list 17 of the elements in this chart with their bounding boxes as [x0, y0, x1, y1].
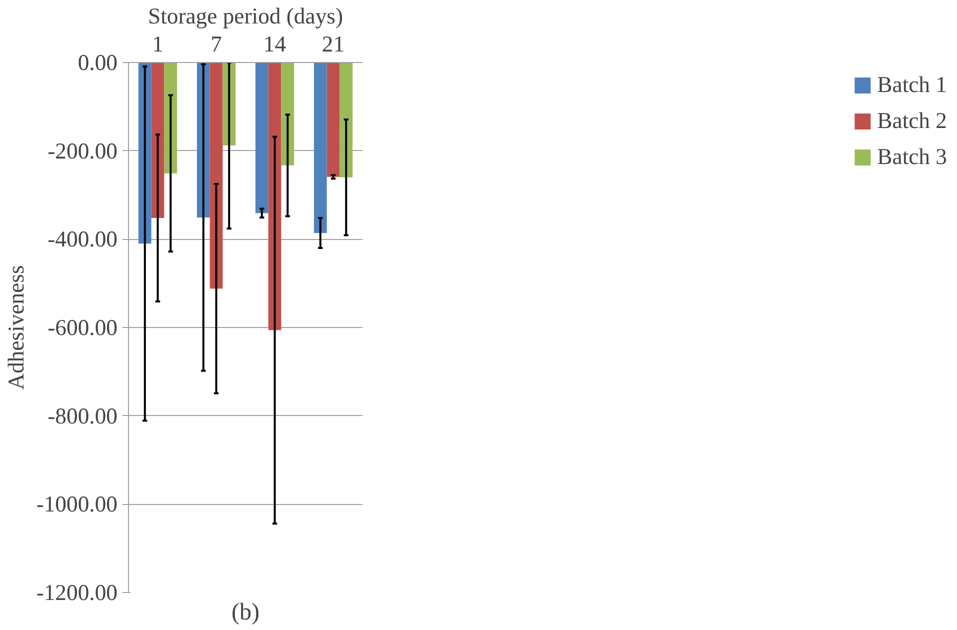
y-axis-title: Adhesiveness: [3, 265, 28, 390]
y-tick-label: -1200.00: [36, 580, 118, 605]
x-tick-label: 7: [210, 32, 222, 56]
y-tick-label: -1000.00: [36, 492, 118, 517]
text: (b): [232, 600, 260, 626]
legend-label: Batch 3: [877, 144, 947, 170]
x-tick-label: 21: [322, 32, 345, 56]
y-tick-label: -400.00: [48, 226, 118, 252]
x-tick-label: 14: [263, 32, 286, 56]
y-tick-label: -800.00: [48, 403, 118, 428]
legend-label: Batch 2: [877, 108, 947, 134]
y-tick-label: -600.00: [48, 315, 118, 340]
y-tick-label: 0.00: [78, 50, 118, 75]
y-tick-label: -200.00: [48, 138, 118, 164]
x-tick-label: 1: [152, 32, 164, 56]
x-axis-title: Storage period (days): [148, 4, 344, 28]
legend-label: Batch 1: [877, 72, 947, 98]
